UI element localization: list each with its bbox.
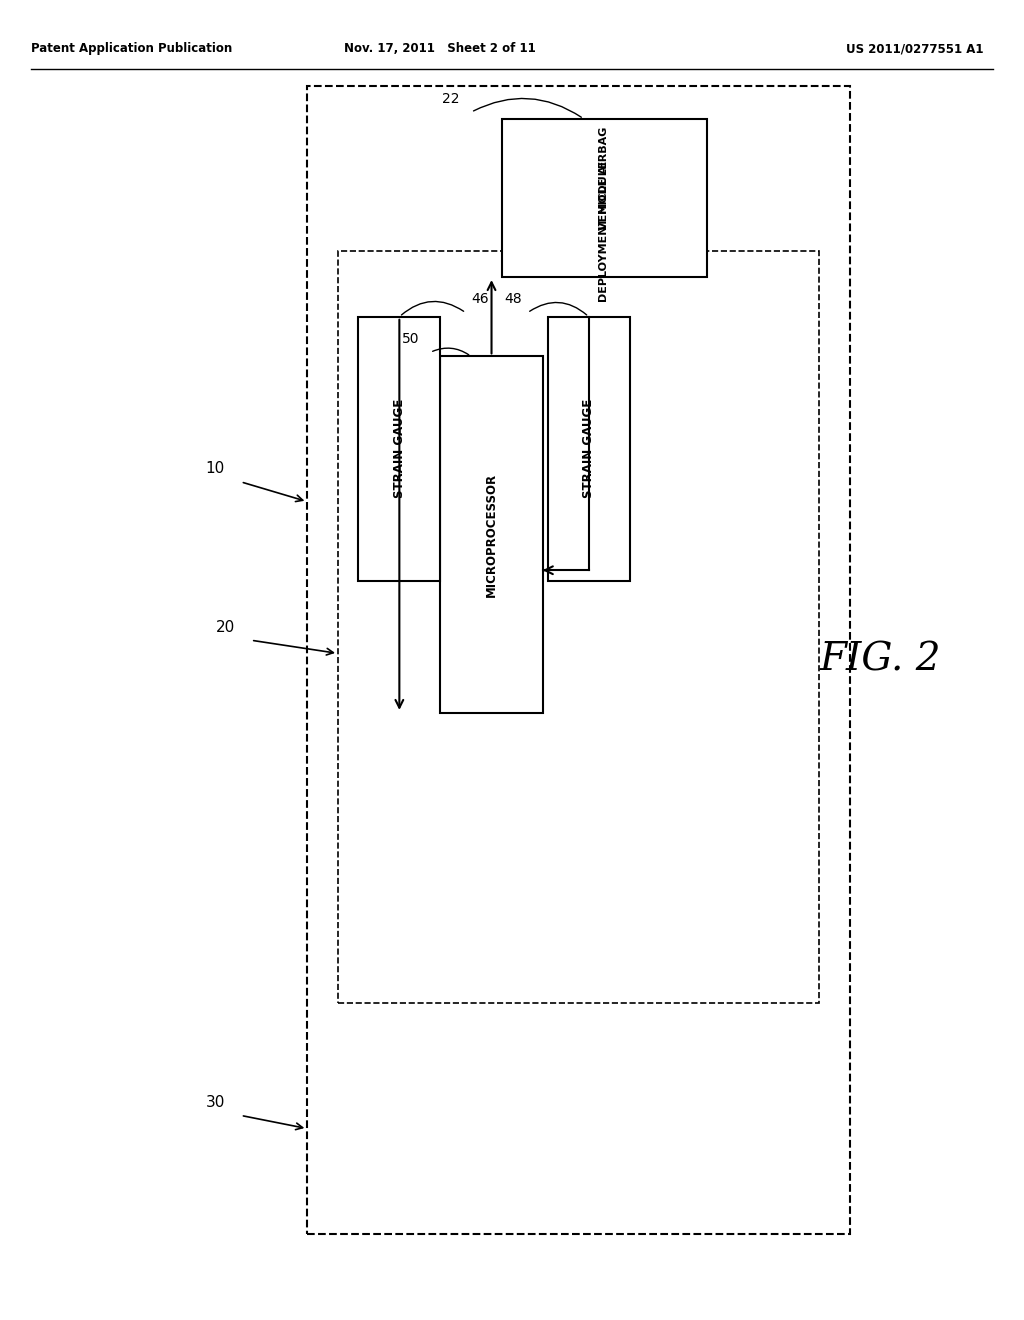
- Bar: [440, 356, 543, 713]
- Text: STRAIN GAUGE: STRAIN GAUGE: [583, 399, 595, 499]
- Text: VEHICLE AIRBAG: VEHICLE AIRBAG: [599, 127, 609, 230]
- Text: 50: 50: [402, 331, 420, 346]
- Text: Nov. 17, 2011   Sheet 2 of 11: Nov. 17, 2011 Sheet 2 of 11: [344, 42, 537, 55]
- Text: 10: 10: [206, 461, 224, 477]
- Text: Patent Application Publication: Patent Application Publication: [31, 42, 232, 55]
- Text: 20: 20: [216, 619, 234, 635]
- Bar: [338, 251, 819, 1003]
- Text: DEPLOYMENT MODULE: DEPLOYMENT MODULE: [599, 160, 609, 302]
- Text: MICROPROCESSOR: MICROPROCESSOR: [485, 473, 498, 597]
- Bar: [502, 119, 707, 277]
- Bar: [548, 317, 630, 581]
- Text: 30: 30: [206, 1094, 224, 1110]
- Text: 46: 46: [471, 292, 488, 306]
- Text: 48: 48: [505, 292, 522, 306]
- Text: STRAIN GAUGE: STRAIN GAUGE: [393, 399, 406, 499]
- Text: FIG. 2: FIG. 2: [820, 642, 941, 678]
- Bar: [307, 86, 850, 1234]
- Bar: [358, 317, 440, 581]
- Text: US 2011/0277551 A1: US 2011/0277551 A1: [846, 42, 983, 55]
- Text: 22: 22: [441, 91, 460, 106]
